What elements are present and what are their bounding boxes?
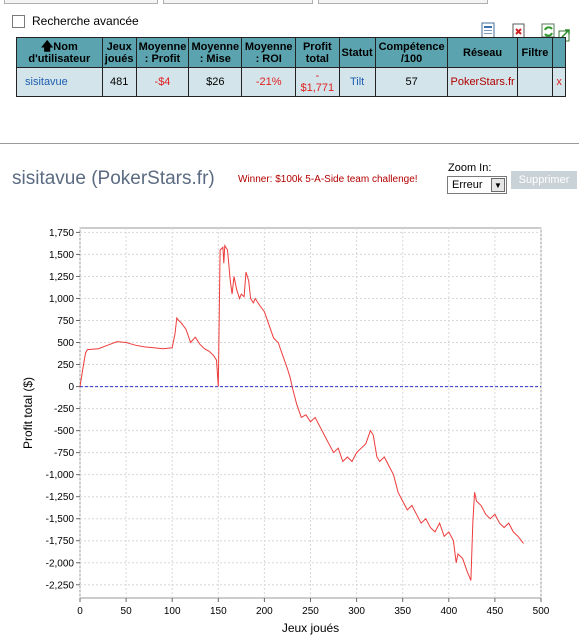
cell-network: PokerStars.fr bbox=[447, 67, 518, 97]
y-tick-label: -1,500 bbox=[46, 514, 75, 525]
zoom-select[interactable]: Erreur ▼ bbox=[447, 176, 507, 194]
y-axis-label: Profit total ($) bbox=[21, 377, 35, 449]
player-stats-table: 🡅Nom d'utilisateur Jeux joués Moyenne : … bbox=[16, 37, 566, 97]
x-tick-label: 100 bbox=[164, 606, 181, 617]
cell-avg-stake: $26 bbox=[188, 67, 243, 97]
x-tick-label: 300 bbox=[348, 606, 365, 617]
x-tick-label: 150 bbox=[210, 606, 227, 617]
x-tick-label: 250 bbox=[302, 606, 319, 617]
cell-avg-roi: -21% bbox=[241, 67, 297, 97]
y-tick-label: 1,500 bbox=[49, 250, 74, 261]
cell-skill: 57 bbox=[374, 67, 449, 97]
col-username[interactable]: 🡅Nom d'utilisateur bbox=[16, 37, 103, 68]
toolbar-field-1[interactable] bbox=[4, 0, 158, 4]
player-title: sisitavue (PokerStars.fr) bbox=[12, 168, 215, 189]
cell-games: 481 bbox=[101, 67, 137, 97]
table-header-row: 🡅Nom d'utilisateur Jeux joués Moyenne : … bbox=[16, 37, 566, 68]
total-profit-sign: - bbox=[315, 70, 320, 82]
cell-avg-profit: -$4 bbox=[135, 67, 190, 97]
table-tools bbox=[478, 22, 578, 42]
report-icon[interactable] bbox=[480, 22, 498, 40]
col-avg-roi[interactable]: Moyenne : ROI bbox=[241, 37, 297, 68]
y-tick-label: 500 bbox=[57, 338, 74, 349]
x-tick-label: 400 bbox=[440, 606, 457, 617]
y-tick-label: 0 bbox=[68, 382, 74, 393]
col-network[interactable]: Réseau bbox=[447, 37, 518, 68]
col-skill[interactable]: Compétence /100 bbox=[374, 37, 449, 68]
advanced-search-toggle[interactable]: Recherche avancée bbox=[12, 14, 139, 28]
advanced-search-label: Recherche avancée bbox=[32, 14, 139, 28]
toolbar-field-3[interactable] bbox=[318, 0, 488, 4]
winner-note: Winner: $100k 5-A-Side team challenge! bbox=[238, 174, 418, 185]
advanced-search-checkbox[interactable] bbox=[12, 14, 25, 28]
x-tick-label: 450 bbox=[487, 606, 504, 617]
cell-filter bbox=[516, 67, 554, 97]
toolbar-field-2[interactable] bbox=[163, 0, 313, 4]
y-tick-label: 1,750 bbox=[49, 228, 74, 239]
col-avg-profit[interactable]: Moyenne : Profit bbox=[135, 37, 190, 68]
col-status[interactable]: Statut bbox=[338, 37, 376, 68]
y-tick-label: -250 bbox=[54, 404, 74, 415]
x-axis-label: Jeux joués bbox=[282, 621, 339, 635]
y-tick-label: 750 bbox=[57, 316, 74, 327]
y-tick-label: -500 bbox=[54, 426, 74, 437]
x-tick-label: 200 bbox=[256, 606, 273, 617]
y-tick-label: -1,250 bbox=[46, 492, 75, 503]
col-remove bbox=[552, 37, 566, 68]
chevron-down-icon[interactable]: ▼ bbox=[491, 178, 505, 192]
col-games[interactable]: Jeux joués bbox=[101, 37, 137, 68]
col-avg-stake[interactable]: Moyenne : Mise bbox=[188, 37, 243, 68]
x-tick-label: 350 bbox=[394, 606, 411, 617]
remove-row-button[interactable]: x bbox=[552, 67, 566, 97]
refresh-icon[interactable] bbox=[540, 22, 558, 40]
y-tick-label: -1,750 bbox=[46, 536, 75, 547]
table-row: sisitavue 481 -$4 $26 -21% - $1,771 Tilt … bbox=[16, 67, 566, 97]
y-tick-label: 250 bbox=[57, 360, 74, 371]
y-tick-label: -750 bbox=[54, 448, 74, 459]
y-tick-label: -2,000 bbox=[46, 558, 75, 569]
profit-series-line bbox=[79, 243, 524, 581]
x-tick-label: 500 bbox=[533, 606, 550, 617]
x-tick-label: 50 bbox=[121, 606, 133, 617]
y-tick-label: 1,250 bbox=[49, 272, 74, 283]
profit-chart: 0 50 100 150 200 250 300 350 400 450 500 1,750 1,500… bbox=[21, 227, 550, 635]
zoom-label: Zoom In: bbox=[448, 162, 492, 174]
col-filter[interactable]: Filtre bbox=[516, 37, 554, 68]
total-profit-value: $1,771 bbox=[300, 82, 335, 94]
col-total-profit[interactable]: Profit total bbox=[295, 37, 340, 68]
cell-total-profit: - $1,771 bbox=[295, 67, 340, 97]
x-tick-label: 0 bbox=[77, 606, 83, 617]
cell-username[interactable]: sisitavue bbox=[16, 67, 103, 97]
zoom-select-value: Erreur bbox=[452, 179, 483, 191]
section-divider bbox=[0, 143, 579, 144]
y-tick-label: 1,000 bbox=[49, 294, 74, 305]
top-toolbar-strip bbox=[0, 0, 579, 6]
y-tick-label: -2,250 bbox=[46, 580, 75, 591]
delete-button[interactable]: Supprimer bbox=[511, 171, 577, 189]
sort-arrow-icon[interactable]: 🡅 bbox=[40, 39, 54, 53]
y-tick-label: -1,000 bbox=[46, 470, 75, 481]
cell-status: Tilt bbox=[338, 67, 376, 97]
